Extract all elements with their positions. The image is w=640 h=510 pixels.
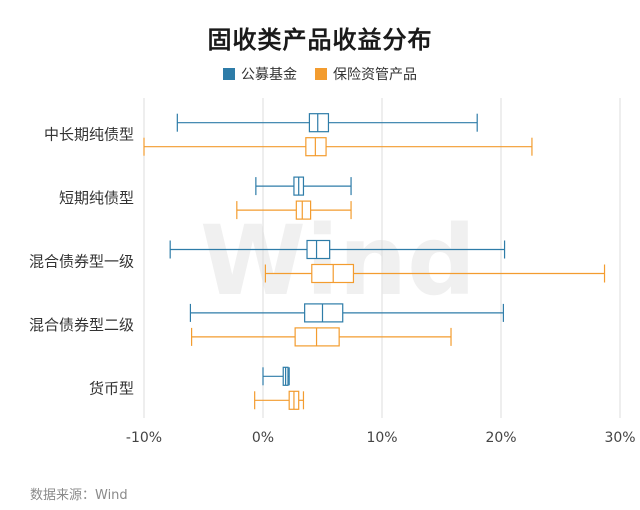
chart-title: 固收类产品收益分布 (207, 26, 433, 54)
legend-item-fund[interactable]: 公募基金 (223, 64, 297, 84)
box-iqr (306, 239, 331, 260)
box-iqr (295, 200, 312, 220)
legend-swatch-fund (223, 68, 235, 80)
x-tick-label: 10% (366, 430, 397, 446)
legend-item-insurance[interactable]: 保险资管产品 (315, 64, 417, 84)
x-tick-label: 20% (485, 430, 516, 446)
x-tick-label: 30% (604, 430, 635, 446)
legend: 公募基金 保险资管产品 (0, 64, 640, 84)
category-label: 中长期纯债型 (44, 126, 134, 144)
category-label: 混合债券型二级 (29, 316, 134, 334)
x-tick-label: 0% (252, 430, 274, 446)
category-label: 混合债券型一级 (29, 253, 134, 271)
source-note: 数据来源：Wind (30, 488, 128, 503)
box-iqr (304, 303, 344, 323)
x-tick-label: -10% (126, 430, 162, 446)
legend-label-insurance: 保险资管产品 (333, 67, 417, 83)
legend-label-fund: 公募基金 (241, 67, 297, 83)
category-label: 短期纯债型 (59, 189, 134, 207)
box-iqr (308, 113, 330, 133)
legend-swatch-insurance (315, 68, 327, 80)
category-label: 货币型 (89, 379, 134, 397)
